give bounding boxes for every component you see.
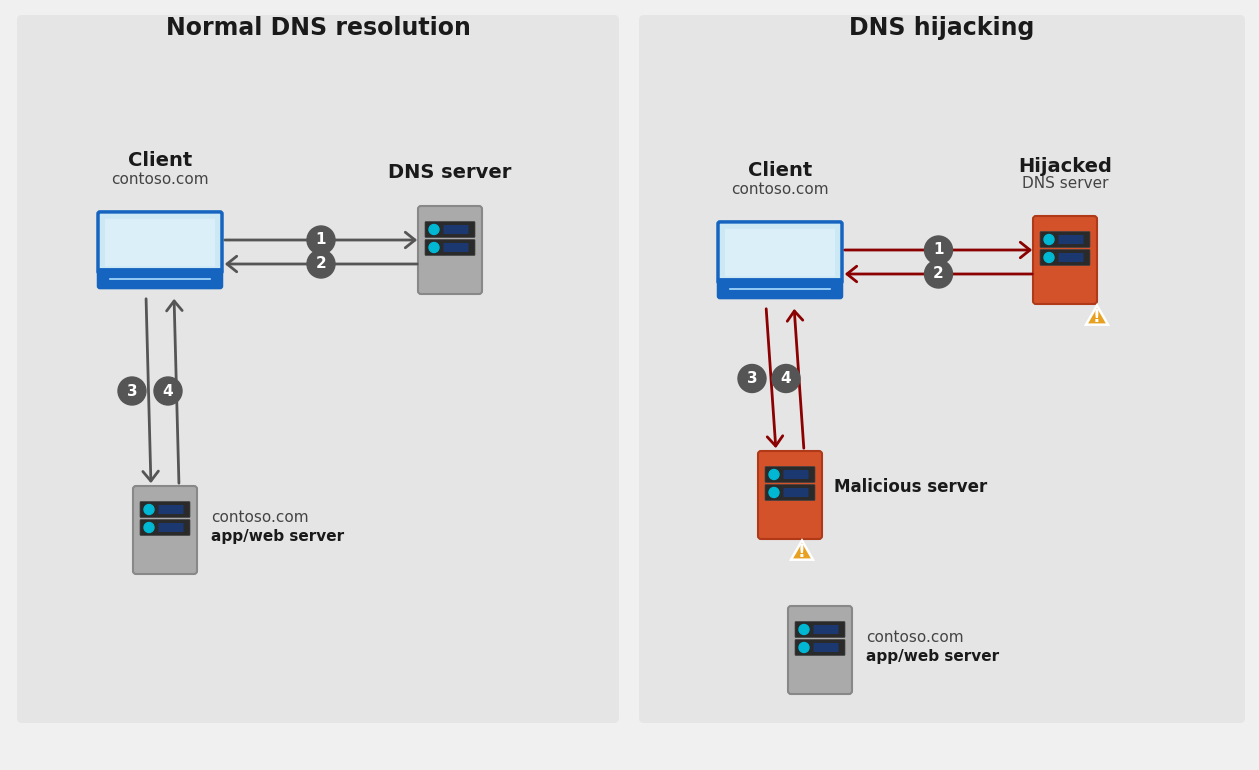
Text: 4: 4 — [781, 371, 792, 386]
Circle shape — [429, 243, 439, 253]
Circle shape — [429, 225, 439, 235]
FancyBboxPatch shape — [719, 280, 841, 297]
FancyBboxPatch shape — [159, 523, 184, 532]
Circle shape — [144, 523, 154, 533]
Circle shape — [738, 364, 765, 393]
Circle shape — [769, 487, 779, 497]
Text: 3: 3 — [747, 371, 758, 386]
Text: contoso.com: contoso.com — [111, 172, 209, 188]
Text: 1: 1 — [316, 233, 326, 247]
Text: app/web server: app/web server — [212, 528, 344, 544]
FancyBboxPatch shape — [104, 219, 215, 266]
Text: 3: 3 — [127, 383, 137, 399]
Circle shape — [307, 250, 335, 278]
Circle shape — [924, 260, 953, 288]
FancyBboxPatch shape — [794, 621, 845, 638]
FancyBboxPatch shape — [18, 15, 619, 723]
FancyBboxPatch shape — [783, 470, 808, 479]
FancyBboxPatch shape — [98, 212, 222, 273]
Text: app/web server: app/web server — [866, 648, 1000, 664]
Text: 1: 1 — [933, 243, 944, 257]
FancyBboxPatch shape — [140, 501, 190, 517]
FancyBboxPatch shape — [813, 625, 838, 634]
FancyBboxPatch shape — [443, 225, 468, 234]
FancyBboxPatch shape — [788, 606, 852, 694]
Circle shape — [154, 377, 183, 405]
Text: 4: 4 — [162, 383, 174, 399]
FancyBboxPatch shape — [758, 451, 822, 539]
Text: DNS server: DNS server — [388, 162, 511, 182]
Polygon shape — [1087, 306, 1108, 325]
FancyBboxPatch shape — [140, 520, 190, 535]
FancyBboxPatch shape — [718, 222, 842, 283]
FancyBboxPatch shape — [1040, 249, 1090, 266]
Circle shape — [118, 377, 146, 405]
Text: Client: Client — [748, 160, 812, 179]
Text: DNS server: DNS server — [1022, 176, 1108, 192]
Circle shape — [144, 504, 154, 514]
Text: Normal DNS resolution: Normal DNS resolution — [166, 16, 471, 40]
Circle shape — [772, 364, 799, 393]
Text: Malicious server: Malicious server — [833, 478, 987, 496]
Polygon shape — [791, 541, 813, 560]
Text: !: ! — [798, 543, 806, 561]
FancyBboxPatch shape — [1059, 253, 1084, 262]
FancyBboxPatch shape — [1032, 216, 1097, 304]
Text: Hijacked: Hijacked — [1019, 156, 1112, 176]
FancyBboxPatch shape — [159, 505, 184, 514]
FancyBboxPatch shape — [443, 243, 468, 252]
Text: !: ! — [1093, 308, 1100, 326]
Text: contoso.com: contoso.com — [866, 631, 963, 645]
Text: 2: 2 — [933, 266, 944, 282]
Circle shape — [307, 226, 335, 254]
Text: DNS hijacking: DNS hijacking — [850, 16, 1035, 40]
FancyBboxPatch shape — [765, 484, 815, 500]
FancyBboxPatch shape — [133, 486, 196, 574]
FancyBboxPatch shape — [1059, 235, 1084, 244]
Text: Client: Client — [128, 150, 193, 169]
Circle shape — [799, 624, 810, 634]
Circle shape — [1044, 235, 1054, 245]
Text: contoso.com: contoso.com — [731, 182, 828, 197]
Text: 2: 2 — [316, 256, 326, 272]
FancyBboxPatch shape — [725, 229, 835, 276]
FancyBboxPatch shape — [640, 15, 1245, 723]
Circle shape — [769, 470, 779, 480]
FancyBboxPatch shape — [783, 488, 808, 497]
FancyBboxPatch shape — [1040, 232, 1090, 247]
Circle shape — [1044, 253, 1054, 263]
Circle shape — [799, 642, 810, 652]
FancyBboxPatch shape — [426, 239, 475, 256]
Circle shape — [924, 236, 953, 264]
FancyBboxPatch shape — [794, 640, 845, 655]
FancyBboxPatch shape — [813, 643, 838, 652]
FancyBboxPatch shape — [765, 467, 815, 483]
Text: contoso.com: contoso.com — [212, 511, 308, 525]
FancyBboxPatch shape — [426, 222, 475, 237]
FancyBboxPatch shape — [418, 206, 482, 294]
FancyBboxPatch shape — [98, 270, 222, 287]
